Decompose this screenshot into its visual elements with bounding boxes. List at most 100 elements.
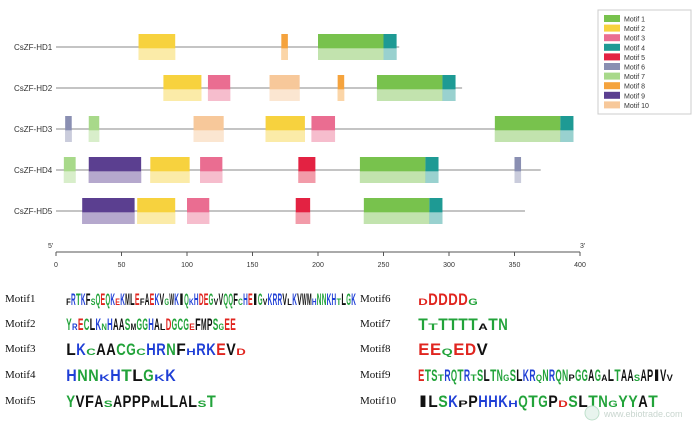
logo-residue: P (141, 392, 150, 411)
logo-residue: V (263, 297, 268, 307)
logo-residue: M (125, 290, 130, 309)
logo-residue: P (569, 373, 575, 383)
logo-label: Motif6 (360, 293, 391, 305)
logo-residue: R (549, 366, 555, 385)
logo-residue: S (431, 366, 437, 385)
logo-residue: G (608, 399, 618, 409)
logo-residue: R (196, 340, 206, 359)
logo-residue: A (94, 392, 103, 411)
sequence-logo: Motif6 D D D D D G (360, 290, 478, 309)
motif-box (65, 116, 72, 142)
logo-residue: R (444, 366, 450, 385)
logo-residue: A (640, 366, 646, 385)
logo-residue: H (488, 392, 498, 411)
logo-residue: A (179, 392, 188, 411)
legend-swatch (604, 63, 620, 70)
motif-box-shade (494, 130, 561, 142)
logo-residue: T (470, 373, 477, 383)
logo-residue: T (76, 290, 81, 309)
axis-tick-label: 0 (54, 262, 58, 269)
logo-residue: V (660, 366, 667, 385)
logo-residue: V (667, 373, 673, 383)
logo-residue: C (84, 315, 90, 334)
logo-residue: L (130, 290, 135, 309)
logo-residue: A (113, 315, 119, 334)
logo-residue: H (508, 399, 518, 409)
motif-box-shade (514, 171, 522, 183)
motif-box-shade (88, 130, 100, 142)
logo-residue: F (86, 290, 91, 309)
logo-residue: T (528, 392, 538, 411)
legend-label: Motif 2 (624, 26, 645, 33)
logo-residue: N (598, 392, 608, 411)
logo-residue: T (458, 315, 468, 334)
logo-residue: T (425, 366, 432, 385)
motif-box-shade (311, 130, 336, 142)
logo-residue: G (582, 366, 588, 385)
logo-residue: R (464, 366, 470, 385)
logo-residue: E (430, 340, 441, 359)
logo-residue: S (568, 392, 578, 411)
motif-box-shade (425, 171, 439, 183)
legend-swatch (604, 82, 620, 90)
logo-residue: G (164, 297, 169, 307)
logo-residue: I (654, 366, 660, 385)
logo-residue: H (107, 315, 113, 334)
logo-residue: F (195, 315, 201, 334)
legend-label: Motif 9 (624, 93, 645, 100)
logo-residue: L (484, 366, 490, 385)
logo-residue: A (113, 392, 122, 411)
logo-label: Motif7 (360, 318, 391, 330)
logo-residue: D (558, 399, 568, 409)
logo-residue: A (96, 340, 106, 359)
logo-residue: I (418, 392, 428, 411)
logo-residue: Q (105, 290, 110, 309)
logo-residue: D (428, 290, 438, 309)
logo-residue: G (468, 297, 478, 307)
logo-residue: V (226, 340, 236, 359)
motif-box-shade (363, 212, 430, 224)
axis-tick-label: 150 (247, 262, 259, 269)
logo-residue: Y (628, 392, 638, 411)
logo-residue: K (498, 392, 508, 411)
legend-item: Motif 7 (604, 72, 645, 81)
logo-residue: C (136, 347, 146, 357)
sequence-logo: Motif8 E E Q E D V (360, 340, 488, 359)
axis-tick-label: 350 (509, 262, 521, 269)
logo-residue: L (608, 366, 614, 385)
gene-tracks: CsZF-HD1 CsZF-HD2 CsZF-HD3 CsZF-HD4 CsZF-HD5 (14, 34, 574, 224)
logo-residue: K (165, 366, 176, 385)
axis-tick-label: 50 (118, 262, 126, 269)
logo-residue: V (282, 290, 287, 309)
logo-residue: N (88, 366, 98, 385)
logo-residue: K (351, 290, 356, 309)
logo-residue: I (179, 290, 184, 309)
logo-residue: L (428, 392, 438, 411)
legend-label: Motif 5 (624, 55, 645, 62)
logo-residue: E (150, 290, 155, 309)
logo-residue: K (174, 290, 179, 309)
motif-box-shade (560, 130, 574, 142)
logo-residue: N (322, 290, 327, 309)
sequence-logo: Motif10 I L S K P P H H K H Q T G P D S L T N G Y Y A T (360, 392, 658, 411)
logo-residue: A (145, 290, 150, 309)
legend-item: Motif 9 (604, 91, 645, 100)
logo-residue: K (81, 290, 86, 309)
logo-residue: D (199, 290, 204, 309)
logo-residue: F (66, 297, 71, 307)
logo-residue: N (542, 366, 548, 385)
logo-residue: T (488, 315, 498, 334)
logo-residue: Q (223, 290, 228, 309)
logo-residue: N (562, 366, 568, 385)
logo-residue: F (85, 392, 94, 411)
logo-residue: A (627, 366, 633, 385)
logo-residue: H (146, 340, 156, 359)
logo-residue: H (243, 290, 248, 309)
logo-residue: T (490, 366, 497, 385)
logo-residue: E (453, 340, 464, 359)
motif-box-shade (207, 89, 231, 101)
legend-swatch (604, 53, 620, 61)
logo-residue: L (287, 297, 292, 307)
logo-residue: K (189, 297, 194, 307)
gene-track: CsZF-HD5 (14, 198, 525, 224)
